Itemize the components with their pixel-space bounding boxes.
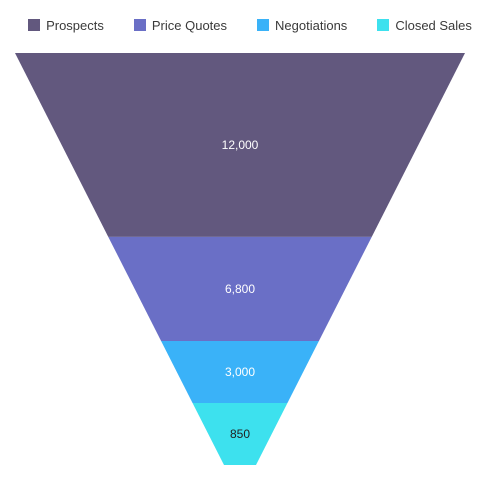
legend-swatch: [377, 19, 390, 31]
data-label: 850: [230, 427, 250, 441]
legend-label: Price Quotes: [151, 17, 228, 33]
legend-item-closed-sales[interactable]: Closed Sales: [377, 18, 472, 33]
data-label: 6,800: [225, 282, 255, 296]
funnel-segment-prospects[interactable]: [15, 53, 465, 237]
legend-item-prospects[interactable]: Prospects: [28, 18, 104, 33]
legend-label: Closed Sales: [395, 17, 472, 33]
legend-swatch: [133, 19, 146, 31]
legend-swatch: [257, 19, 270, 31]
legend-item-negotiations[interactable]: Negotiations: [257, 18, 347, 33]
legend-swatch: [28, 19, 41, 31]
legend-label: Prospects: [46, 17, 104, 33]
chart-legend: Prospects Price Quotes Negotiations Closed …: [0, 16, 500, 34]
funnel-segment-price-quotes[interactable]: [108, 236, 372, 341]
funnel-segment-closed-sales[interactable]: [192, 403, 288, 465]
legend-label: Negotiations: [275, 17, 348, 33]
funnel-segment-negotiations[interactable]: [161, 341, 319, 403]
legend-item-price-quotes[interactable]: Price Quotes: [133, 17, 228, 33]
data-label: 12,000: [222, 138, 259, 152]
data-label: 3,000: [225, 365, 255, 379]
